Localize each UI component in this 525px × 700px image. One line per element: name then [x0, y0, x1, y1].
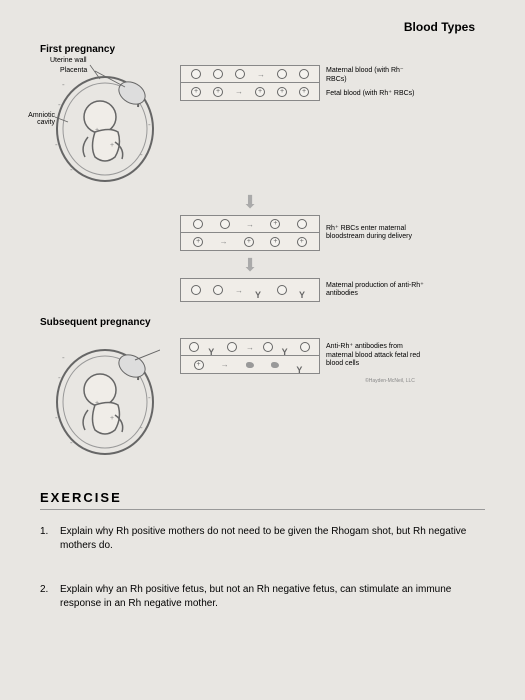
- page-content: Blood Types First pregnancy Uterine wall…: [0, 0, 525, 661]
- first-pregnancy-label: First pregnancy: [40, 44, 485, 55]
- q1-number: 1.: [40, 525, 60, 553]
- delivery-text: Rh⁺ RBCs enter maternal bloodstream duri…: [326, 225, 426, 242]
- svg-text:-: -: [140, 150, 143, 159]
- svg-text:-: -: [55, 140, 58, 149]
- maternal-blood-text: Maternal blood (with Rh⁻ RBCs): [326, 67, 426, 84]
- antibody-production-text: Maternal production of anti-Rh⁺ antibodi…: [326, 282, 426, 299]
- panel-attack: → → Anti-Rh⁺ antibodies from maternal bl…: [180, 338, 485, 374]
- svg-text:-: -: [148, 120, 151, 129]
- down-arrow-2: ⬇: [180, 255, 320, 276]
- svg-text:-: -: [62, 353, 65, 362]
- first-pregnancy-section: First pregnancy Uterine wall Placenta Am…: [40, 44, 485, 302]
- fetus-svg-1: - - - - - - + +: [40, 57, 160, 187]
- fetus-diagram-2: - - - - - - + +: [40, 330, 160, 460]
- svg-text:+: +: [110, 415, 114, 422]
- svg-text:-: -: [58, 373, 61, 382]
- attack-text: Anti-Rh⁺ antibodies from maternal blood …: [326, 343, 426, 368]
- svg-text:+: +: [95, 400, 99, 407]
- q2-number: 2.: [40, 583, 60, 611]
- fetal-blood-text: Fetal blood (with Rh⁺ RBCs): [326, 90, 426, 98]
- question-1: 1. Explain why Rh positive mothers do no…: [40, 525, 485, 553]
- placenta-label: Placenta: [60, 67, 87, 74]
- svg-text:-: -: [58, 100, 61, 109]
- panel-antibody-production: → Maternal production of anti-Rh⁺ antibo…: [180, 278, 485, 302]
- svg-text:-: -: [55, 413, 58, 422]
- q1-text: Explain why Rh positive mothers do not n…: [60, 525, 485, 553]
- q2-text: Explain why an Rh positive fetus, but no…: [60, 583, 485, 611]
- svg-text:-: -: [148, 393, 151, 402]
- amniotic-label: Amniotic cavity: [15, 112, 55, 126]
- blood-panels-1: → → Maternal blood (with Rh⁻ RBCs) Fetal…: [180, 57, 485, 105]
- svg-text:-: -: [70, 165, 73, 174]
- copyright-text: ©Hayden-McNeil, LLC: [320, 378, 460, 384]
- uterine-wall-label: Uterine wall: [50, 57, 87, 64]
- subsequent-pregnancy-section: Subsequent pregnancy - - - - -: [40, 317, 485, 460]
- fetus-svg-2: - - - - - - + +: [40, 330, 160, 460]
- exercise-header: EXERCISE: [40, 490, 485, 510]
- question-2: 2. Explain why an Rh positive fetus, but…: [40, 583, 485, 611]
- panel-maternal-fetal: → → Maternal blood (with Rh⁻ RBCs) Fetal…: [180, 65, 485, 101]
- panel-delivery: → → Rh⁺ RBCs enter maternal bloodstream …: [180, 215, 485, 251]
- down-arrow-1: ⬇: [180, 192, 320, 213]
- svg-text:+: +: [110, 142, 114, 149]
- blood-panels-2: → → Anti-Rh⁺ antibodies from maternal bl…: [180, 330, 485, 384]
- svg-text:-: -: [140, 423, 143, 432]
- page-title: Blood Types: [40, 20, 485, 34]
- svg-text:-: -: [62, 80, 65, 89]
- fetus-diagram-1: Uterine wall Placenta Amniotic cavity -: [40, 57, 160, 187]
- svg-text:+: +: [95, 127, 99, 134]
- subsequent-pregnancy-label: Subsequent pregnancy: [40, 317, 485, 328]
- svg-text:-: -: [70, 438, 73, 447]
